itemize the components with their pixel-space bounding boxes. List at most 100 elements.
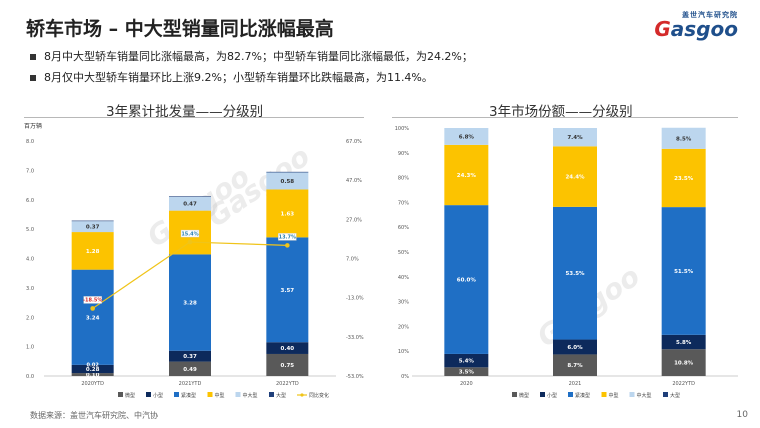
- left-bar-label: 0.49: [183, 367, 197, 373]
- right-bar-micro: [661, 349, 706, 376]
- right-bar-midlarge: [661, 127, 706, 149]
- left-bar-midsize: [71, 232, 114, 270]
- right-y-tick: 50%: [398, 250, 409, 256]
- left-y2-tick: -53.0%: [346, 374, 364, 380]
- page-title: 轿车市场 – 中大型销量同比涨幅最高: [26, 18, 334, 40]
- right-bar-label: 5.8%: [676, 340, 692, 346]
- right-title-rule: [392, 117, 738, 118]
- right-legend-label: 小型: [547, 392, 557, 399]
- left-y2-tick: -13.0%: [346, 296, 364, 302]
- right-bar-label: 53.5%: [565, 271, 585, 277]
- logo-brand: Gasgoo: [654, 17, 738, 41]
- left-bar-midlarge: [266, 172, 309, 190]
- left-bar-label: 3.24: [86, 315, 100, 321]
- left-bar-label: 0.28: [86, 367, 100, 373]
- right-y-tick: 0%: [401, 374, 409, 380]
- right-y-tick: 90%: [398, 151, 409, 157]
- right-legend-label: 微型: [519, 392, 529, 399]
- right-legend-swatch: [568, 392, 573, 397]
- left-x-tick: 2021YTD: [179, 381, 202, 387]
- left-bar-label: 0.37: [86, 225, 100, 231]
- left-title-rule: [24, 117, 364, 118]
- left-bar-midsize: [266, 189, 309, 238]
- left-bar-label: 3.28: [183, 301, 197, 307]
- left-y-tick: 1.0: [26, 345, 34, 351]
- left-bar-label: 1.28: [86, 249, 100, 255]
- right-legend-swatch: [601, 392, 607, 397]
- right-legend-label: 中大型: [637, 392, 652, 399]
- right-bar-label: 6.0%: [567, 345, 583, 351]
- left-bar-label: 0.75: [281, 363, 295, 369]
- summary-bullets: 8月中大型轿车销量同比涨幅最高，为82.7%；中型轿车销量同比涨幅最低，为24.…: [30, 48, 473, 90]
- right-bar-label: 24.3%: [457, 173, 477, 179]
- right-x-tick: 2022YTD: [672, 381, 695, 387]
- right-legend-label: 大型: [670, 392, 680, 399]
- right-bar-label: 3.5%: [459, 370, 475, 376]
- right-bar-label: 51.5%: [674, 269, 694, 275]
- right-y-tick: 30%: [398, 300, 409, 306]
- right-x-tick: 2021: [569, 381, 582, 387]
- left-legend-label: 中型: [215, 392, 225, 399]
- right-bar-small: [661, 334, 706, 350]
- left-x-tick: 2022YTD: [276, 381, 299, 387]
- yoy-label-box: [180, 229, 200, 238]
- left-bar-large: [71, 220, 114, 222]
- yoy-label: 15.4%: [181, 231, 198, 237]
- left-y-tick: 4.0: [26, 257, 34, 263]
- right-legend-label: 紧凑型: [575, 392, 590, 399]
- left-y2-tick: 7.0%: [346, 257, 359, 263]
- left-y2-tick: 67.0%: [346, 139, 362, 145]
- left-bar-label: 1.63: [281, 211, 295, 217]
- left-bar-small: [266, 342, 309, 354]
- left-legend-swatch: [269, 392, 274, 397]
- left-bar-small: [169, 350, 211, 362]
- left-legend-label: 大型: [276, 392, 286, 399]
- yoy-point: [90, 306, 95, 311]
- left-y-tick: 7.0: [26, 168, 34, 174]
- left-x-tick: 2020YTD: [81, 381, 104, 387]
- left-bar-large: [169, 196, 211, 197]
- left-legend-label: 微型: [125, 392, 135, 399]
- left-extra-label: 0.02: [86, 362, 99, 368]
- yoy-label: -18.5%: [83, 298, 102, 304]
- right-bar-label: 8.7%: [567, 363, 583, 369]
- left-bar-label: 0.10: [86, 373, 100, 379]
- page-number: 10: [736, 410, 748, 420]
- left-y2-tick: 47.0%: [346, 178, 362, 184]
- right-bar-small: [553, 339, 597, 355]
- left-y-tick: 0.0: [26, 374, 34, 380]
- right-y-tick: 80%: [398, 176, 409, 182]
- left-y-axis-title: 百万辆: [24, 122, 42, 130]
- right-y-tick: 60%: [398, 225, 409, 231]
- left-y-tick: 6.0: [26, 198, 34, 204]
- left-bar-small: [71, 364, 114, 374]
- left-legend-swatch: [235, 392, 241, 397]
- left-legend-label: 小型: [153, 392, 163, 399]
- right-bar-micro: [553, 354, 597, 376]
- logo-subtitle: 盖世汽车研究院: [682, 11, 738, 19]
- right-y-tick: 10%: [398, 349, 409, 355]
- left-bar-midlarge: [169, 196, 211, 211]
- right-bar-small: [444, 353, 489, 368]
- right-bar-label: 7.4%: [567, 135, 583, 141]
- yoy-label-box: [278, 233, 297, 241]
- right-bar-label: 8.5%: [676, 136, 692, 142]
- left-legend-label: 中大型: [243, 392, 258, 399]
- left-bar-large: [266, 171, 309, 173]
- right-legend-swatch: [629, 392, 635, 397]
- right-y-tick: 20%: [398, 324, 409, 330]
- right-legend-swatch: [540, 392, 545, 397]
- left-y-tick: 3.0: [26, 286, 34, 292]
- left-bar-micro: [266, 353, 309, 376]
- right-bar-label: 60.0%: [457, 278, 477, 284]
- left-y-tick: 2.0: [26, 315, 34, 321]
- left-bar-label: 3.57: [281, 288, 295, 294]
- yoy-label: 13.7%: [279, 235, 296, 241]
- right-chart-title: 3年市场份额——分级别: [489, 104, 633, 120]
- right-y-tick: 100%: [395, 126, 410, 132]
- gasgoo-logo: 盖世汽车研究院 Gasgoo: [654, 10, 738, 41]
- left-legend-swatch: [207, 392, 213, 397]
- right-legend-label: 中型: [609, 392, 619, 399]
- left-bar-label: 0.47: [183, 202, 197, 208]
